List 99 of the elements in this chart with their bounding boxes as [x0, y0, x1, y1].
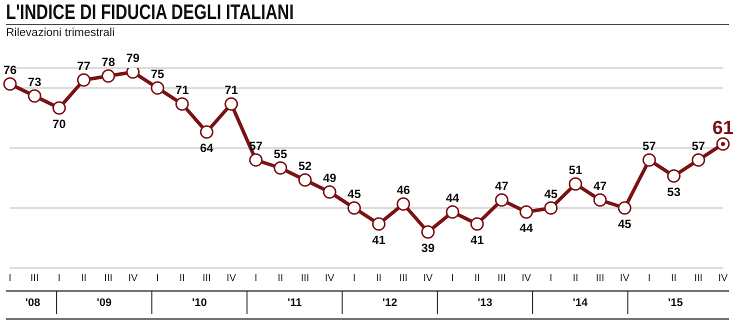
data-label: 77: [77, 59, 91, 73]
chart-title: L'INDICE DI FIDUCIA DEGLI ITALIANI: [6, 1, 295, 24]
x-tick-label: IV: [324, 273, 335, 284]
point: [593, 193, 607, 207]
point: [322, 185, 336, 199]
point: [249, 153, 263, 167]
x-tick-label: III: [399, 273, 408, 284]
point: [396, 197, 410, 211]
data-label: 53: [667, 185, 681, 199]
data-label: 61: [712, 118, 734, 139]
x-tick-label: III: [202, 273, 211, 284]
text: '15: [668, 297, 683, 309]
data-label: 71: [175, 83, 190, 97]
text: '10: [192, 297, 207, 309]
point: [716, 137, 730, 151]
text: '14: [572, 297, 589, 309]
data-label: 55: [274, 147, 288, 161]
data-label: 57: [642, 139, 656, 153]
data-label: 41: [372, 233, 386, 247]
point: [200, 125, 214, 139]
point: [28, 89, 42, 103]
point: [544, 201, 558, 215]
x-tick-label: II: [80, 273, 87, 284]
x-tick-label: I: [550, 273, 552, 284]
x-tick-label: II: [671, 273, 677, 284]
point: [224, 97, 238, 111]
data-label: 46: [396, 183, 410, 197]
x-tick-label: I: [254, 273, 258, 284]
point: [520, 205, 534, 219]
x-tick-label: IV: [423, 273, 434, 284]
x-tick-label: I: [58, 273, 61, 284]
x-tick-label: IV: [522, 273, 532, 284]
data-label: 78: [102, 55, 116, 69]
data-label: 75: [150, 67, 165, 81]
x-tick-label: III: [596, 273, 604, 284]
point: [347, 201, 361, 215]
point: [642, 153, 656, 167]
data-label: 70: [52, 117, 66, 131]
data-label: 47: [593, 179, 608, 193]
point: [470, 217, 484, 231]
point: [667, 169, 681, 183]
x-tick-label: II: [376, 273, 382, 284]
data-label: 45: [544, 187, 558, 201]
data-label: 44: [520, 221, 534, 235]
x-tick-label: I: [451, 273, 454, 284]
point: [446, 205, 460, 219]
point: [298, 173, 312, 187]
point: [77, 73, 91, 87]
x-tick-label: IV: [718, 273, 728, 284]
x-tick-label: IV: [226, 273, 236, 284]
data-label: 73: [28, 75, 42, 89]
data-label: 51: [568, 163, 582, 177]
x-tick-label: III: [498, 273, 506, 284]
x-tick-label: I: [648, 273, 651, 284]
text: '13: [478, 297, 492, 309]
x-tick-label: I: [8, 273, 12, 284]
text: '12: [382, 297, 398, 309]
point: [372, 217, 386, 231]
point: [618, 201, 632, 215]
data-label: 57: [692, 139, 706, 153]
point: [494, 193, 508, 207]
data-label: 44: [446, 191, 460, 205]
data-label: 52: [298, 159, 312, 173]
x-tick-label: III: [30, 273, 39, 284]
text: '11: [287, 297, 302, 309]
data-label: 45: [618, 217, 632, 231]
x-tick-label: I: [156, 273, 159, 284]
point: [102, 69, 116, 83]
point: [692, 153, 706, 167]
x-tick-label: II: [179, 273, 185, 284]
data-label: 76: [3, 63, 17, 77]
text: '09: [96, 297, 112, 309]
data-label: 71: [224, 83, 238, 97]
x-tick-label: II: [278, 273, 284, 284]
data-label: 47: [495, 179, 509, 193]
data-label: 79: [126, 51, 140, 65]
x-tick-label: III: [694, 273, 703, 284]
point: [52, 101, 66, 115]
point: [3, 77, 17, 91]
x-tick-label: II: [474, 273, 480, 284]
point: [150, 81, 164, 95]
point: [421, 225, 435, 239]
point: [568, 177, 582, 191]
x-tick-label: IV: [620, 273, 630, 284]
x-tick-label: III: [104, 273, 113, 284]
data-label: 45: [348, 187, 362, 201]
data-label: 39: [421, 241, 435, 255]
data-label: 41: [470, 233, 484, 247]
point: [274, 161, 288, 175]
point: [126, 68, 140, 79]
chart-subtitle: Rilevazioni trimestrali: [6, 27, 115, 39]
text: '08: [25, 297, 40, 309]
data-label: 64: [200, 141, 214, 155]
x-tick-label: IV: [128, 273, 138, 284]
point: [175, 97, 189, 111]
x-tick-label: I: [352, 273, 356, 284]
data-label: 49: [322, 171, 337, 185]
x-tick-label: II: [572, 273, 578, 284]
x-tick-label: III: [300, 273, 310, 284]
